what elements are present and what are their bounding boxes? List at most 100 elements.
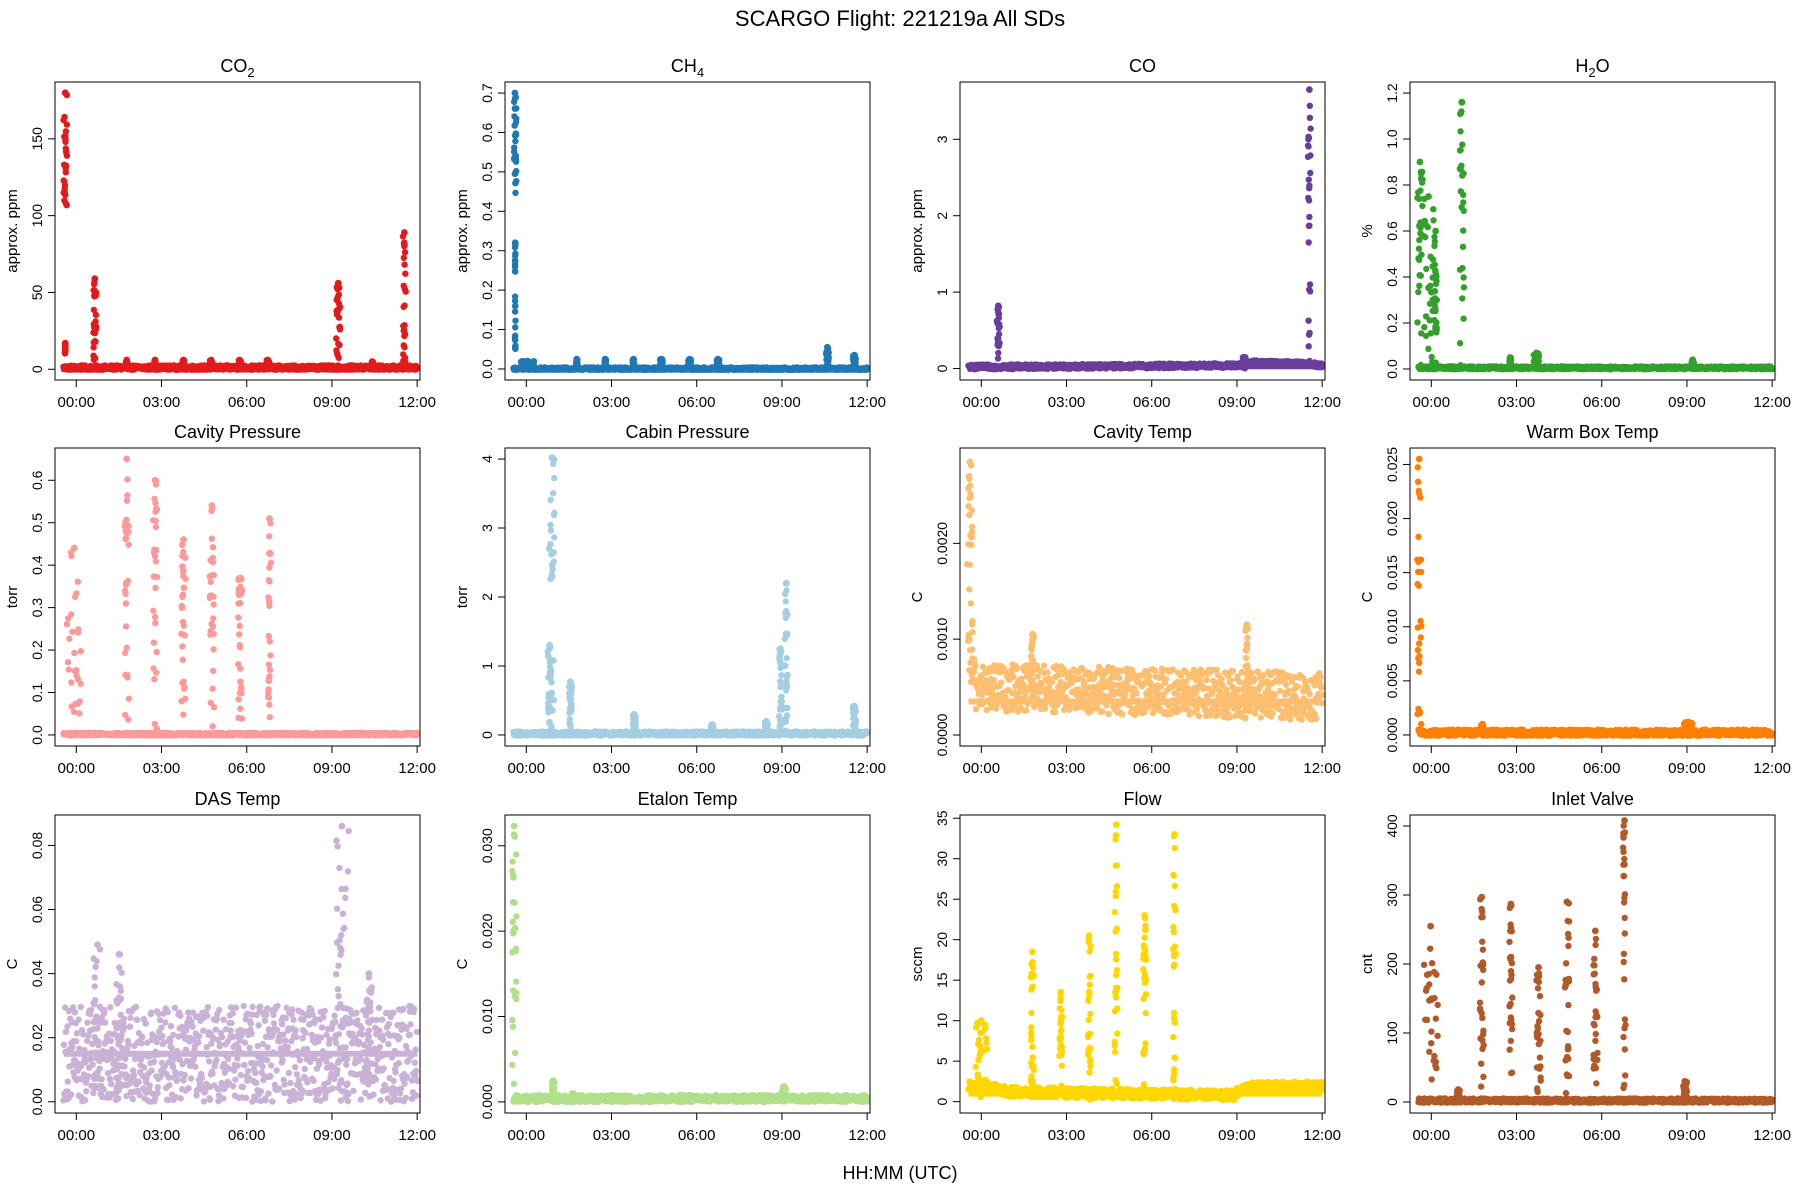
- spike-point: [1305, 343, 1312, 350]
- spike-point: [336, 324, 343, 331]
- spike-point: [1414, 319, 1421, 326]
- spike-peak: [401, 229, 408, 236]
- spike-point: [995, 349, 1002, 357]
- panel-title: CH4: [671, 56, 704, 80]
- spike-point: [512, 152, 519, 159]
- spike-peak: [1689, 356, 1696, 364]
- x-tick-label: 12:00: [1753, 394, 1791, 411]
- spike-point: [1457, 128, 1464, 135]
- y-tick-label: 0: [29, 365, 45, 373]
- x-tick-label: 03:00: [1048, 394, 1086, 411]
- spike-point: [1305, 176, 1313, 183]
- spike-point: [92, 326, 100, 333]
- spike-point: [1460, 227, 1467, 234]
- y-tick-label: 0.0: [479, 359, 495, 379]
- x-tick-label: 03:00: [1498, 394, 1536, 411]
- y-tick-label: 0: [934, 364, 950, 372]
- y-tick-label: 0.0: [1384, 359, 1400, 379]
- spike-point: [1423, 265, 1430, 273]
- y-tick-label: 0.5: [479, 162, 495, 182]
- spike-point: [401, 239, 408, 246]
- spike-point: [334, 294, 341, 301]
- spike-point: [1431, 238, 1439, 245]
- spike-peak: [1533, 349, 1540, 357]
- spike-point: [1305, 317, 1312, 324]
- y-tick-label: 0.4: [479, 201, 495, 221]
- spike-peak: [511, 239, 519, 247]
- spike-point: [511, 261, 519, 268]
- spike-point: [1305, 134, 1313, 141]
- spike-point: [1460, 274, 1467, 281]
- spike-point: [511, 122, 518, 129]
- spike-point: [1432, 268, 1439, 276]
- spike-point: [1306, 357, 1313, 365]
- spike-point: [1458, 162, 1465, 169]
- spike-point: [1417, 361, 1425, 369]
- data-points: [965, 86, 1326, 373]
- spike-peak: [601, 355, 609, 363]
- panel-title: CO2: [220, 56, 254, 80]
- y-axis-label: approx. ppm: [909, 189, 926, 272]
- spike-point: [1456, 340, 1464, 347]
- spike-point: [1306, 213, 1313, 221]
- spike-point: [92, 338, 99, 345]
- spike-peak: [657, 355, 665, 363]
- x-tick-label: 12:00: [1303, 394, 1341, 411]
- spike-point: [401, 344, 408, 351]
- spike-point: [1419, 220, 1427, 227]
- x-tick-label: 06:00: [1583, 394, 1621, 411]
- spike-point: [91, 287, 98, 294]
- spike-point: [1417, 168, 1425, 176]
- y-tick-label: 100: [29, 204, 45, 228]
- spike-point: [1460, 199, 1467, 206]
- spike-point: [1457, 362, 1464, 369]
- y-tick-label: 50: [29, 284, 45, 300]
- spike-point: [512, 189, 519, 196]
- spike-point: [1306, 329, 1313, 337]
- panel-title: H2O: [1575, 56, 1609, 80]
- spike-peak: [1425, 193, 1432, 200]
- spike-point: [1416, 282, 1423, 289]
- y-tick-label: 150: [29, 127, 45, 151]
- spike-peak: [524, 357, 532, 365]
- y-tick-label: 0.2: [1384, 313, 1400, 333]
- spike-point: [62, 200, 70, 207]
- spike-point: [1305, 239, 1312, 246]
- spike-point: [1431, 301, 1438, 308]
- spike-peak: [1416, 158, 1424, 166]
- spike-point: [1460, 315, 1467, 322]
- panel-3: H2O%0.00.20.40.60.81.01.200:00 03:00 06:00…: [1359, 56, 1791, 411]
- spike-point: [512, 170, 519, 177]
- spike-peak: [61, 89, 69, 97]
- spike-point: [90, 352, 97, 359]
- spike-point: [995, 308, 1002, 316]
- y-tick-label: 0.4: [1384, 267, 1400, 287]
- spike-point: [60, 189, 67, 196]
- spike-point: [1432, 280, 1440, 288]
- y-tick-label: 0.2: [479, 280, 495, 300]
- spike-peak: [630, 355, 637, 363]
- panel-title: CO: [1129, 56, 1156, 76]
- spike-point: [1532, 356, 1539, 363]
- y-tick-label: 0.8: [1384, 175, 1400, 195]
- spike-point: [1457, 146, 1464, 154]
- spike-point: [1421, 324, 1428, 331]
- spike-peak: [61, 339, 69, 347]
- figure-title: SCARGO Flight: 221219a All SDs: [734, 6, 1066, 31]
- x-tick-label: 06:00: [228, 394, 266, 411]
- spike-point: [400, 322, 407, 330]
- y-axis-label: approx. ppm: [4, 189, 21, 272]
- spike-point: [1431, 261, 1439, 268]
- spike-point: [1307, 125, 1314, 132]
- spike-point: [1425, 345, 1432, 352]
- plot-frame: [959, 81, 1326, 381]
- spike-point: [60, 116, 67, 124]
- x-tick-label: 03:00: [143, 394, 181, 411]
- spike-peak: [369, 358, 376, 365]
- spike-peak: [511, 89, 519, 97]
- spike-peak: [1458, 98, 1466, 106]
- spike-peak: [573, 355, 581, 363]
- spike-point: [1419, 232, 1427, 239]
- spike-point: [1414, 194, 1421, 202]
